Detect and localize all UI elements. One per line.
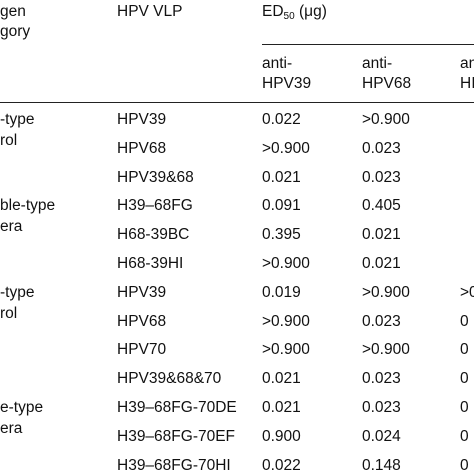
group-label: rol bbox=[0, 132, 18, 149]
vlp-name: HPV39&68 bbox=[117, 168, 194, 186]
ed50-value: >0.900 bbox=[362, 111, 410, 128]
ed50-value: >0.900 bbox=[262, 255, 310, 272]
ed50-value: 0.405 bbox=[362, 197, 401, 215]
rule bbox=[262, 44, 474, 45]
column-header: anti- bbox=[262, 55, 293, 72]
vlp-name: HPV68 bbox=[117, 139, 167, 157]
column-header: HPV68 bbox=[362, 75, 412, 92]
ed50-value: 0.024 bbox=[362, 427, 401, 445]
header-ed50: ED50 (μg) bbox=[262, 3, 327, 26]
ed50-value: >0 bbox=[460, 283, 474, 301]
group-label: ble-type bbox=[0, 197, 56, 215]
column-header: an bbox=[460, 55, 474, 72]
vlp-name: HPV39 bbox=[117, 111, 167, 128]
ed50-value: 0.021 bbox=[362, 226, 401, 244]
group-label: e-type bbox=[0, 399, 44, 416]
group-label: era bbox=[0, 218, 23, 236]
vlp-name: HPV68 bbox=[117, 312, 167, 330]
ed50-value: 0.023 bbox=[362, 370, 401, 388]
ed50-value: >0.900 bbox=[362, 341, 410, 359]
group-label: era bbox=[0, 420, 23, 437]
ed50-value: 0.395 bbox=[262, 226, 301, 244]
ed50-value: 0 bbox=[460, 341, 469, 359]
group-label: -type bbox=[0, 111, 35, 128]
ed50-value: 0.900 bbox=[262, 427, 301, 445]
vlp-name: H39–68FG-70EF bbox=[117, 427, 236, 445]
group-label: -type bbox=[0, 283, 35, 301]
header-ed50-part: 50 bbox=[283, 11, 295, 22]
ed50-value: >0.900 bbox=[262, 341, 310, 359]
vlp-name: H39–68FG bbox=[117, 197, 193, 215]
ed50-value: 0 bbox=[460, 370, 469, 388]
vlp-name: HPV39&68&70 bbox=[117, 370, 222, 388]
ed50-value: 0 bbox=[460, 312, 469, 330]
ed50-value: 0.021 bbox=[262, 370, 301, 388]
column-header: HI bbox=[460, 75, 474, 92]
header-ed50-part: (μg) bbox=[294, 3, 327, 20]
ed50-value: 0.021 bbox=[362, 255, 401, 272]
vlp-name: H39–68FG-70HI bbox=[117, 456, 231, 474]
vlp-name: H39–68FG-70DE bbox=[117, 399, 237, 416]
rule bbox=[0, 102, 474, 103]
ed50-value: 0 bbox=[460, 456, 469, 474]
ed50-value: 0.148 bbox=[362, 456, 401, 474]
vlp-name: H68-39HI bbox=[117, 255, 184, 272]
header-ed50-part: ED bbox=[262, 3, 284, 20]
ed50-value: 0.019 bbox=[262, 283, 301, 301]
vlp-name: H68-39BC bbox=[117, 226, 190, 244]
ed50-value: 0.023 bbox=[362, 139, 401, 157]
vlp-name: HPV39 bbox=[117, 283, 167, 301]
ed50-value: 0.023 bbox=[362, 168, 401, 186]
ed50-value: 0.023 bbox=[362, 399, 401, 416]
column-header: anti- bbox=[362, 55, 393, 72]
ed50-value: >0.900 bbox=[362, 283, 410, 301]
group-label: rol bbox=[0, 304, 18, 322]
ed50-value: 0.021 bbox=[262, 399, 301, 416]
ed50-value: >0.900 bbox=[262, 312, 310, 330]
header-category: gen bbox=[0, 3, 26, 20]
ed50-value: 0 bbox=[460, 399, 469, 416]
ed50-value: 0.023 bbox=[362, 312, 401, 330]
header-category: gory bbox=[0, 23, 31, 40]
ed50-value: >0.900 bbox=[262, 139, 310, 157]
header-vlp: HPV VLP bbox=[117, 3, 183, 20]
ed50-value: 0 bbox=[460, 427, 469, 445]
ed50-value: 0.021 bbox=[262, 168, 301, 186]
ed50-value: 0.022 bbox=[262, 111, 301, 128]
column-header: HPV39 bbox=[262, 75, 312, 92]
ed50-value: 0.091 bbox=[262, 197, 301, 215]
ed50-value: 0.022 bbox=[262, 456, 301, 474]
vlp-name: HPV70 bbox=[117, 341, 167, 359]
